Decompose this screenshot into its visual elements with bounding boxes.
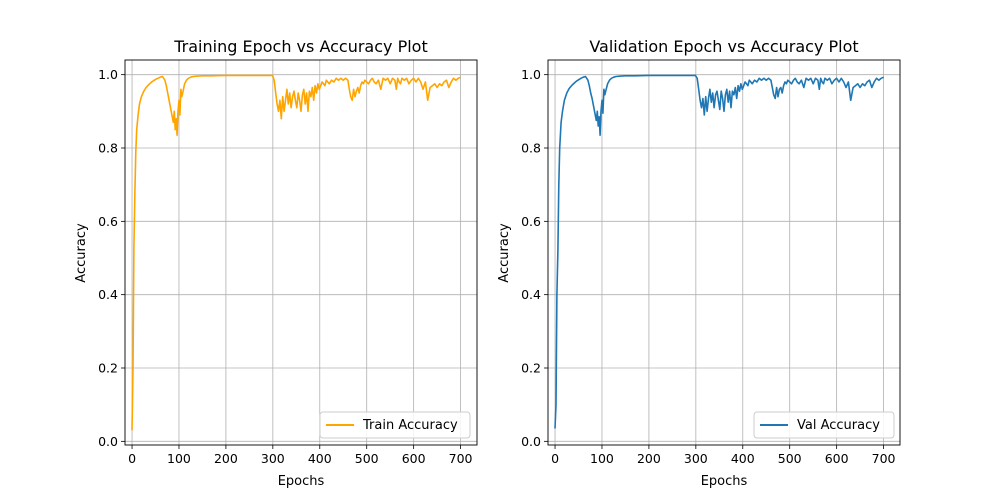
train-y-tick-label: 1.0 (98, 67, 118, 82)
val-x-tick-label: 600 (825, 451, 849, 466)
val-x-axis-label: Epochs (701, 474, 748, 489)
train-x-tick-label: 100 (167, 451, 191, 466)
train-y-tick-label: 0.6 (98, 214, 118, 229)
val-y-tick-label: 0.4 (521, 287, 541, 302)
val-y-axis-label: Accuracy (497, 223, 512, 283)
train-x-axis-label: Epochs (278, 474, 325, 489)
val-plot-area (548, 60, 900, 445)
val-y-tick-label: 1.0 (521, 67, 541, 82)
val-axes-frame (547, 59, 901, 446)
val-chart-title: Validation Epoch vs Accuracy Plot (589, 37, 858, 56)
val-x-tick-label: 500 (778, 451, 802, 466)
train-y-tick-label: 0.4 (98, 287, 118, 302)
val-grid (548, 60, 900, 445)
val-y-tick-label: 0.0 (521, 434, 541, 449)
train-x-tick-label: 600 (402, 451, 426, 466)
val-legend: Val Accuracy (753, 411, 895, 439)
val-x-ticks: 0 100 200 300 400 500 600 700 (551, 445, 896, 466)
val-legend-label: Val Accuracy (797, 418, 880, 433)
val-x-tick-label: 300 (684, 451, 708, 466)
train-grid (125, 60, 477, 445)
train-y-tick-label: 0.0 (98, 434, 118, 449)
train-chart-panel: 0 100 200 300 400 500 600 700 0.0 0.2 0.4 0.6 0.8 1.… (74, 37, 478, 489)
train-axes-frame (124, 59, 478, 446)
val-x-tick-label: 100 (590, 451, 614, 466)
train-x-tick-label: 300 (261, 451, 285, 466)
val-y-ticks: 0.0 0.2 0.4 0.6 0.8 1.0 (521, 67, 548, 449)
val-series-group (554, 74, 884, 429)
train-series-group (131, 74, 461, 431)
val-accuracy-line (554, 74, 884, 429)
val-y-tick-label: 0.2 (521, 361, 541, 376)
val-legend-box (753, 411, 895, 439)
train-x-tick-label: 500 (355, 451, 379, 466)
train-legend: Train Accuracy (319, 411, 471, 439)
val-chart-panel: 0 100 200 300 400 500 600 700 0.0 0.2 0.4 0.6 0.8 1.… (497, 37, 901, 489)
train-legend-box (319, 411, 471, 439)
train-x-tick-label: 0 (128, 451, 136, 466)
val-x-tick-label: 700 (872, 451, 896, 466)
train-x-tick-label: 200 (214, 451, 238, 466)
train-accuracy-line (131, 74, 461, 431)
train-y-tick-label: 0.8 (98, 141, 118, 156)
train-x-tick-label: 700 (449, 451, 473, 466)
train-x-tick-label: 400 (308, 451, 332, 466)
train-y-ticks: 0.0 0.2 0.4 0.6 0.8 1.0 (98, 67, 125, 449)
val-y-tick-label: 0.6 (521, 214, 541, 229)
train-chart-title: Training Epoch vs Accuracy Plot (173, 37, 427, 56)
val-y-tick-label: 0.8 (521, 141, 541, 156)
train-plot-area (125, 60, 477, 445)
train-legend-label: Train Accuracy (362, 418, 458, 433)
val-x-tick-label: 200 (637, 451, 661, 466)
train-y-tick-label: 0.2 (98, 361, 118, 376)
val-x-tick-label: 0 (551, 451, 559, 466)
val-x-tick-label: 400 (731, 451, 755, 466)
train-x-ticks: 0 100 200 300 400 500 600 700 (128, 445, 473, 466)
train-y-axis-label: Accuracy (74, 223, 89, 283)
